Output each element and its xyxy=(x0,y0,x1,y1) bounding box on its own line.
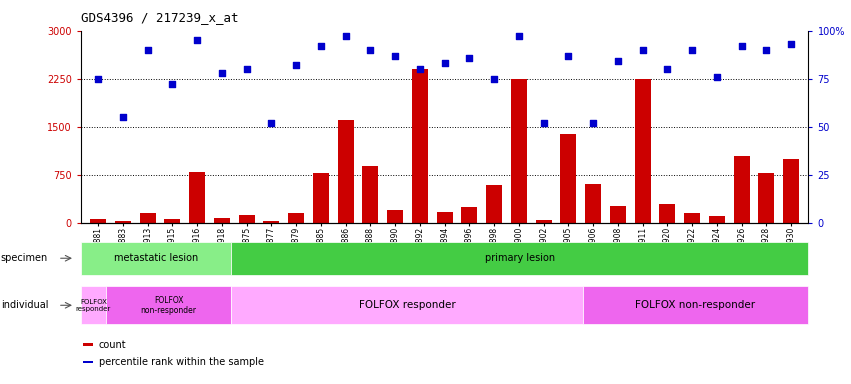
Text: FOLFOX responder: FOLFOX responder xyxy=(358,300,455,310)
Bar xyxy=(90,219,106,223)
Bar xyxy=(585,184,601,223)
Text: GDS4396 / 217239_x_at: GDS4396 / 217239_x_at xyxy=(81,12,238,25)
Point xyxy=(166,81,180,88)
Bar xyxy=(81,286,106,324)
Bar xyxy=(263,222,279,223)
Point xyxy=(636,47,649,53)
Text: FOLFOX
non-responder: FOLFOX non-responder xyxy=(140,296,197,315)
Bar xyxy=(511,79,527,223)
Text: FOLFOX non-responder: FOLFOX non-responder xyxy=(636,300,756,310)
Bar xyxy=(140,213,156,223)
Point xyxy=(734,43,748,49)
Point xyxy=(710,74,723,80)
Bar xyxy=(610,206,626,223)
Text: percentile rank within the sample: percentile rank within the sample xyxy=(99,357,264,367)
Bar xyxy=(660,204,676,223)
Bar xyxy=(734,156,750,223)
Point xyxy=(785,41,798,47)
Text: metastatic lesion: metastatic lesion xyxy=(114,253,198,263)
Point xyxy=(437,60,451,66)
Bar xyxy=(313,173,329,223)
Bar xyxy=(560,134,576,223)
Point xyxy=(760,47,774,53)
Text: count: count xyxy=(99,340,126,350)
Point xyxy=(512,33,526,40)
Bar xyxy=(83,361,94,363)
Point xyxy=(562,53,575,59)
Point xyxy=(660,66,674,72)
Point xyxy=(363,47,377,53)
Bar xyxy=(81,242,231,275)
Bar xyxy=(535,220,551,223)
Point xyxy=(265,120,278,126)
Bar xyxy=(231,242,808,275)
Bar xyxy=(189,172,205,223)
Bar xyxy=(83,344,94,346)
Point xyxy=(537,120,551,126)
Bar xyxy=(684,213,700,223)
Point xyxy=(388,53,402,59)
Text: specimen: specimen xyxy=(1,253,49,263)
Bar xyxy=(635,79,651,223)
Point xyxy=(314,43,328,49)
Point xyxy=(339,33,352,40)
Bar xyxy=(338,120,354,223)
Point xyxy=(289,62,303,68)
Bar xyxy=(231,286,583,324)
Point xyxy=(191,37,204,43)
Bar xyxy=(115,221,131,223)
Bar xyxy=(783,159,799,223)
Bar xyxy=(412,69,428,223)
Bar xyxy=(758,174,774,223)
Bar xyxy=(214,218,230,223)
Text: FOLFOX
responder: FOLFOX responder xyxy=(76,299,111,312)
Point xyxy=(463,55,477,61)
Point xyxy=(240,66,254,72)
Bar xyxy=(106,286,231,324)
Bar xyxy=(238,215,254,223)
Bar xyxy=(437,212,453,223)
Bar xyxy=(461,207,477,223)
Bar xyxy=(387,210,403,223)
Point xyxy=(215,70,229,76)
Point xyxy=(611,58,625,65)
Point xyxy=(685,47,699,53)
Bar xyxy=(486,185,502,223)
Point xyxy=(91,76,105,82)
Bar xyxy=(288,213,304,223)
Text: individual: individual xyxy=(1,300,49,310)
Bar xyxy=(709,216,725,223)
Point xyxy=(488,76,501,82)
Point xyxy=(116,114,129,120)
Bar xyxy=(583,286,808,324)
Point xyxy=(141,47,155,53)
Point xyxy=(413,66,426,72)
Text: primary lesion: primary lesion xyxy=(485,253,555,263)
Point xyxy=(586,120,600,126)
Bar xyxy=(363,166,379,223)
Bar xyxy=(164,219,180,223)
